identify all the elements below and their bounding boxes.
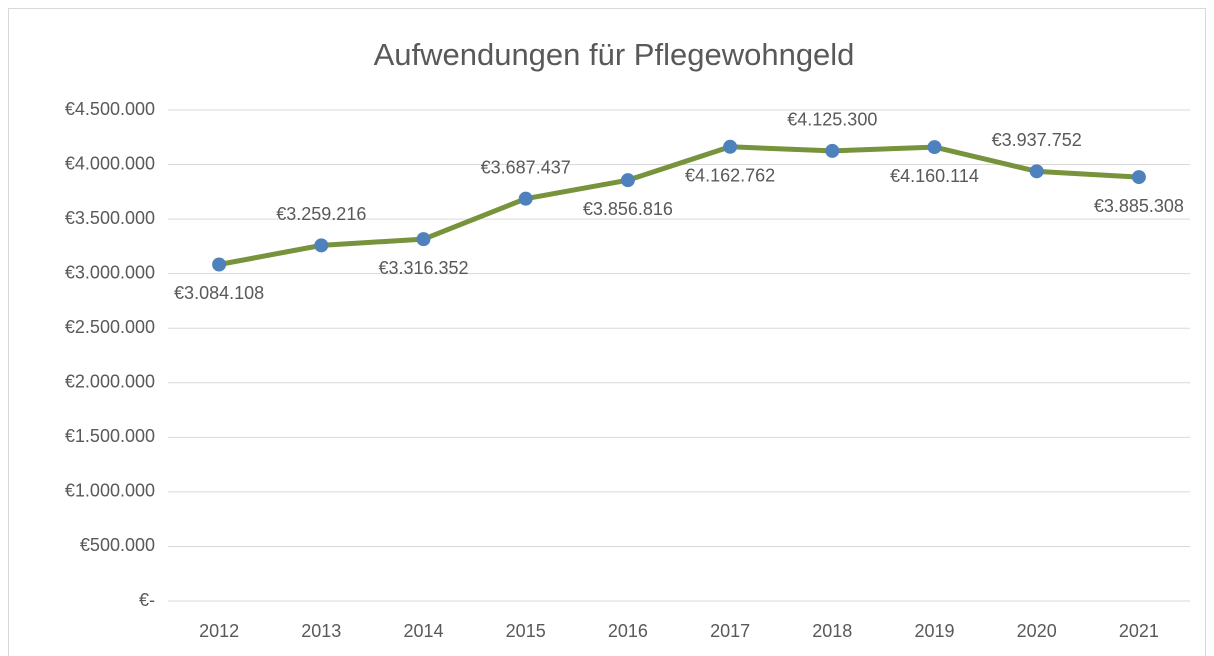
- data-label: €3.687.437: [481, 157, 571, 177]
- data-label: €4.125.300: [787, 110, 877, 130]
- data-label: €3.259.216: [276, 204, 366, 224]
- y-tick-label: €1.500.000: [65, 426, 155, 446]
- y-tick-label: €2.000.000: [65, 372, 155, 392]
- marker: [212, 257, 227, 272]
- marker: [927, 140, 942, 155]
- x-tick-label: 2020: [1017, 621, 1057, 641]
- y-tick-label: €1.000.000: [65, 481, 155, 501]
- x-tick-label: 2012: [199, 621, 239, 641]
- y-tick-label: €4.500.000: [65, 99, 155, 119]
- chart-title: Aufwendungen für Pflegewohngeld: [374, 37, 855, 72]
- y-tick-label: €3.000.000: [65, 262, 155, 282]
- x-tick-label: 2016: [608, 621, 648, 641]
- line: [216, 144, 1142, 267]
- marker: [825, 143, 840, 158]
- marker: [1131, 170, 1146, 185]
- x-tick-label: 2019: [914, 621, 954, 641]
- x-tick-label: 2017: [710, 621, 750, 641]
- x-tick-label: 2021: [1119, 621, 1159, 641]
- y-tick-label: €-: [139, 590, 155, 610]
- y-tick-label: €2.500.000: [65, 317, 155, 337]
- data-label: €4.162.762: [685, 166, 775, 186]
- x-tick-label: 2015: [506, 621, 546, 641]
- y-tick-label: €4.000.000: [65, 153, 155, 173]
- marker: [620, 173, 635, 188]
- data-label: €3.084.108: [174, 283, 264, 303]
- marker: [314, 238, 329, 253]
- data-label: €3.316.352: [378, 258, 468, 278]
- marker: [1029, 164, 1044, 179]
- marker: [416, 232, 431, 247]
- x-tick-label: 2014: [403, 621, 443, 641]
- x-tick-label: 2013: [301, 621, 341, 641]
- data-label: €4.160.114: [890, 166, 979, 186]
- data-label: €3.937.752: [992, 130, 1082, 150]
- marker: [723, 139, 738, 154]
- y-tick-label: €3.500.000: [65, 208, 155, 228]
- chart-border: [8, 8, 1206, 656]
- data-label: €3.856.816: [583, 199, 673, 219]
- data-label: €3.885.308: [1094, 196, 1184, 216]
- y-tick-label: €500.000: [80, 535, 155, 555]
- x-tick-label: 2018: [812, 621, 852, 641]
- marker: [518, 191, 533, 206]
